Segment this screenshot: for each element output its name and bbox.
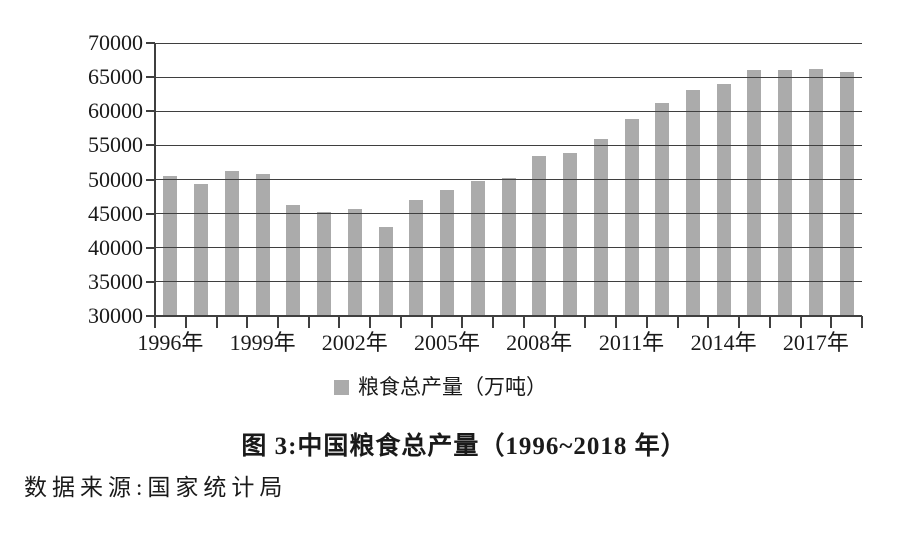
y-axis-tick <box>146 280 155 283</box>
bar-1996年 <box>163 176 178 316</box>
x-axis-tick <box>154 316 156 328</box>
y-axis-tick <box>146 144 155 147</box>
x-axis-tick <box>522 316 525 328</box>
x-axis-tick <box>307 316 310 328</box>
bar-2006年 <box>470 180 485 316</box>
x-axis-tick <box>461 316 464 328</box>
y-axis-label: 45000 <box>88 200 143 226</box>
gridline-70000 <box>155 42 862 44</box>
x-axis-tick <box>338 316 341 328</box>
bar-2012年 <box>655 102 670 316</box>
bar-2017年 <box>808 69 823 316</box>
y-axis-tick <box>146 212 155 215</box>
legend-swatch-icon <box>334 379 349 395</box>
y-axis-tick <box>146 315 155 317</box>
x-axis-tick <box>492 316 495 328</box>
x-axis-tick <box>768 316 771 328</box>
x-axis-tick <box>707 316 710 328</box>
gridline-65000 <box>155 76 862 78</box>
y-axis-tick <box>146 42 155 44</box>
y-axis-label: 60000 <box>88 98 143 124</box>
bar-2003年 <box>378 226 393 316</box>
chart-legend: 粮食总产量（万吨） <box>334 376 547 398</box>
bar-2016年 <box>778 70 793 316</box>
bar-2009年 <box>563 152 577 316</box>
y-axis-tick <box>146 178 155 181</box>
gridline-60000 <box>155 110 862 112</box>
gridline-35000 <box>155 281 862 283</box>
bar-2004年 <box>409 200 424 316</box>
gridline-50000 <box>155 179 862 180</box>
bar-2001年 <box>317 211 332 316</box>
figure-caption: 图 3:中国粮食总产量（1996~2018 年） <box>241 433 687 460</box>
gridline-45000 <box>155 213 862 215</box>
figure-source: 数据来源:国家统计局 <box>24 475 288 500</box>
grain-production-bar-chart: 粮食总产量（万吨） 70000 65000 60000 55000 50000 45000… <box>88 30 863 398</box>
y-axis-label: 65000 <box>88 64 143 90</box>
y-axis-label: 55000 <box>88 132 143 158</box>
x-axis-label: 2002年 <box>321 330 388 355</box>
y-axis-label: 50000 <box>88 166 143 192</box>
x-axis-tick <box>399 316 402 328</box>
bar-1998年 <box>224 171 239 316</box>
x-axis-label: 1999年 <box>229 330 296 355</box>
x-axis-tick <box>246 316 249 328</box>
x-axis-label: 2014年 <box>690 330 757 355</box>
bar-1999年 <box>255 173 270 316</box>
bar-2000年 <box>286 205 301 316</box>
y-axis-tick <box>146 110 155 113</box>
bar-2011年 <box>624 119 639 316</box>
y-axis-label: 70000 <box>88 30 143 55</box>
legend-label: 粮食总产量（万吨） <box>358 375 547 399</box>
bar-2014年 <box>716 84 731 316</box>
gridline-40000 <box>155 247 862 249</box>
x-axis-tick <box>215 316 218 328</box>
x-axis-label: 2008年 <box>506 330 573 355</box>
x-axis-tick <box>553 316 556 328</box>
y-axis-label: 30000 <box>88 303 143 328</box>
x-axis-label: 1996年 <box>137 330 204 355</box>
y-axis-label: 40000 <box>88 234 143 260</box>
x-axis-tick <box>861 316 863 328</box>
bar-2002年 <box>347 208 362 316</box>
x-axis-tick <box>676 316 679 328</box>
y-axis-label: 35000 <box>88 268 143 294</box>
x-axis-tick <box>645 316 648 328</box>
y-axis <box>154 43 156 328</box>
bar-1997年 <box>194 183 209 316</box>
x-axis-tick <box>799 316 802 328</box>
y-axis-tick <box>146 76 155 79</box>
x-axis-tick <box>277 316 279 328</box>
x-axis-tick <box>369 316 372 328</box>
x-axis-label: 2005年 <box>413 330 480 355</box>
bar-2013年 <box>685 90 700 316</box>
y-axis-tick <box>146 246 155 249</box>
bar-2010年 <box>593 139 608 316</box>
x-axis-label: 2011年 <box>598 330 665 355</box>
x-axis-tick <box>738 316 740 328</box>
bar-2015年 <box>747 69 762 316</box>
bar-2018年 <box>839 71 854 316</box>
bar-2008年 <box>532 156 547 316</box>
x-axis-tick <box>430 316 433 328</box>
x-axis-tick <box>184 316 187 328</box>
x-axis-tick <box>584 316 587 328</box>
bar-2005年 <box>440 190 454 316</box>
x-axis-tick <box>615 316 618 328</box>
x-axis-tick <box>830 316 833 328</box>
gridline-55000 <box>155 144 862 146</box>
x-axis-label: 2017年 <box>782 330 849 355</box>
x-axis <box>154 315 862 317</box>
